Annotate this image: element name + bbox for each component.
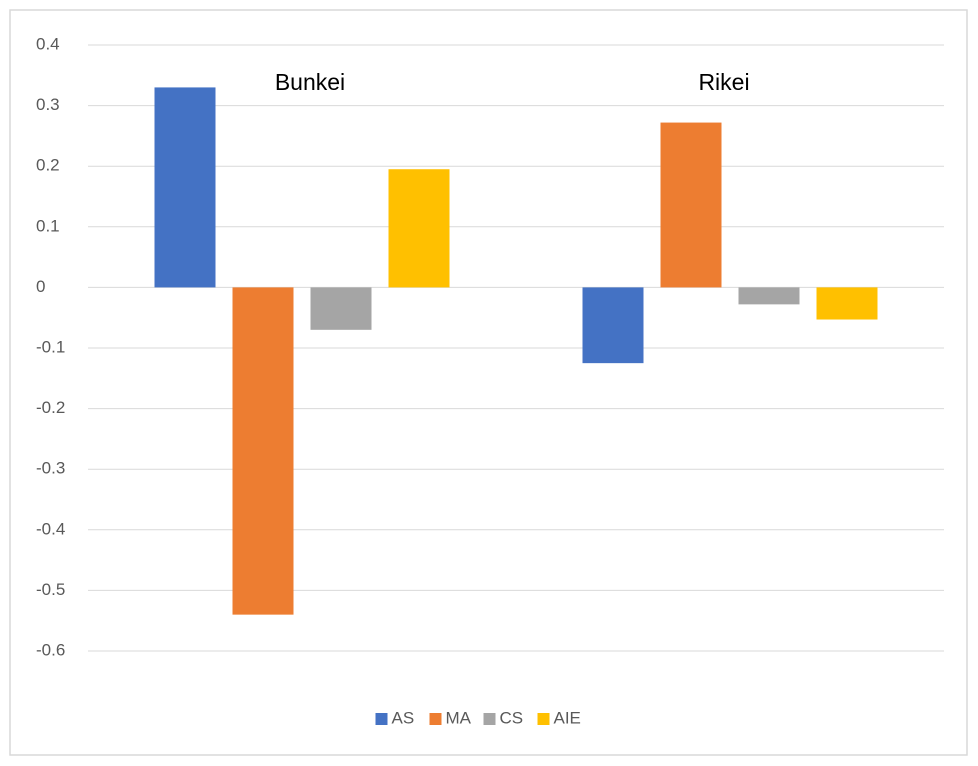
y-tick-label: 0.2 [36, 156, 60, 175]
y-tick-label: -0.4 [36, 519, 65, 538]
category-label: Bunkei [275, 69, 345, 95]
y-tick-label: 0.4 [36, 34, 60, 53]
bar [816, 287, 878, 320]
y-tick-label: 0.1 [36, 216, 60, 235]
bar [582, 287, 644, 364]
y-tick-label: -0.1 [36, 337, 65, 356]
bar [738, 287, 800, 305]
bar [388, 169, 450, 288]
legend-swatch [429, 713, 442, 725]
bar [154, 87, 216, 288]
legend-swatch [537, 713, 550, 725]
bar [310, 287, 372, 330]
chart-border [9, 9, 968, 756]
legend-label: AIE [554, 708, 581, 727]
legend-swatch [375, 713, 388, 725]
y-tick-label: -0.2 [36, 398, 65, 417]
legend-label: MA [446, 708, 472, 727]
y-tick-label: -0.6 [36, 640, 65, 659]
y-tick-label: -0.5 [36, 580, 65, 599]
bar [232, 287, 294, 615]
y-tick-label: 0 [36, 277, 45, 296]
legend-label: AS [392, 708, 415, 727]
legend-swatch [483, 713, 496, 725]
y-tick-label: 0.3 [36, 95, 60, 114]
y-tick-label: -0.3 [36, 459, 65, 478]
legend-label: CS [500, 708, 524, 727]
category-label: Rikei [698, 69, 749, 95]
bar [660, 122, 722, 288]
